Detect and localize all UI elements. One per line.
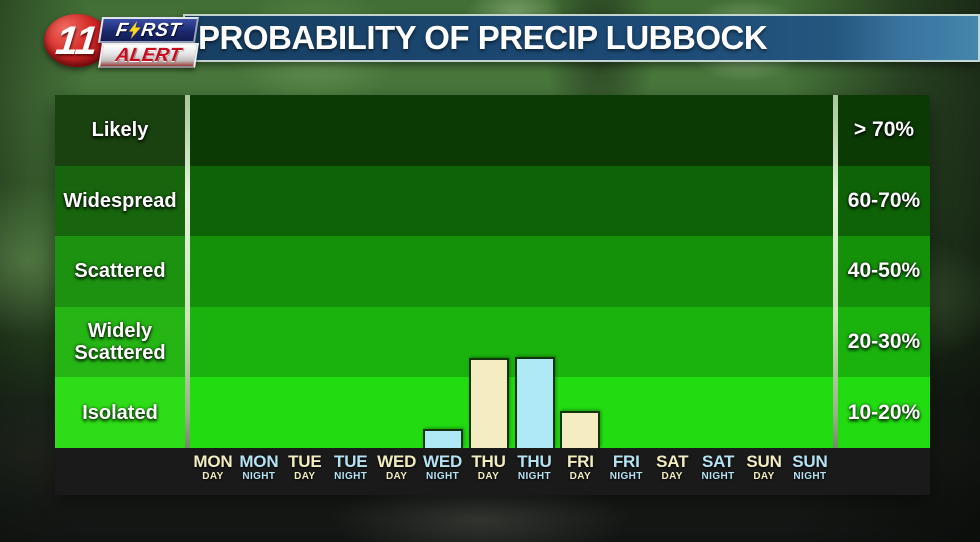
day-name: WED [423, 452, 463, 471]
x-axis-label-sat-day: SAT DAY [649, 448, 695, 495]
y-band-label: Widely Scattered [55, 306, 185, 378]
y-band-range-label: 20-30% [838, 306, 930, 378]
y-band-stripe [190, 377, 833, 448]
y-band-label: Scattered [55, 236, 185, 307]
day-period: DAY [477, 471, 500, 482]
day-name: FRI [566, 452, 594, 471]
y-band-label: Isolated [55, 377, 185, 448]
day-name: SUN [746, 452, 782, 471]
y-band-range-label: > 70% [838, 95, 930, 166]
divider-left [185, 95, 190, 495]
day-name: SUN [792, 452, 828, 471]
x-axis-label-fri-night: FRI NIGHT [603, 448, 649, 495]
page-title: PROBABILITY OF PRECIP LUBBOCK [198, 19, 768, 56]
day-name: SAT [702, 452, 735, 471]
x-axis-label-sat-night: SAT NIGHT [695, 448, 741, 495]
day-period: NIGHT [426, 471, 460, 482]
day-labels-row: MON DAY MON NIGHT TUE DAY TUE NIGHT WED DAY WED NIG… [190, 448, 833, 495]
divider-right [833, 95, 838, 495]
x-axis-label-tue-night: TUE NIGHT [328, 448, 374, 495]
x-axis-label-wed-day: WED DAY [374, 448, 420, 495]
station-logo: 11 F RST ALERT [30, 2, 200, 70]
day-period: NIGHT [334, 471, 368, 482]
day-name: THU [471, 452, 506, 471]
y-band-range-label: 40-50% [838, 236, 930, 307]
day-period: NIGHT [701, 471, 735, 482]
chart-plot-area [190, 95, 833, 448]
chart-bars [190, 95, 833, 448]
y-band-label: Likely [55, 95, 185, 166]
day-period: NIGHT [517, 471, 551, 482]
day-period: NIGHT [793, 471, 827, 482]
day-period: NIGHT [609, 471, 643, 482]
first-alert-brand-bottom: ALERT [98, 43, 199, 68]
y-band-stripe [190, 95, 833, 166]
bar-fri-day [560, 411, 601, 448]
day-name: TUE [334, 452, 368, 471]
day-name: THU [517, 452, 552, 471]
x-axis-label-wed-night: WED NIGHT [420, 448, 466, 495]
x-axis-label-sun-night: SUN NIGHT [787, 448, 833, 495]
x-axis-label-sun-day: SUN DAY [741, 448, 787, 495]
x-axis-label-thu-night: THU NIGHT [511, 448, 557, 495]
x-axis-label-mon-day: MON DAY [190, 448, 236, 495]
day-name: SAT [656, 452, 689, 471]
x-axis-label-mon-night: MON NIGHT [236, 448, 282, 495]
bar-wed-night [422, 429, 463, 448]
first-alert-brand-top: F RST [97, 17, 200, 43]
y-band-range-label: 10-20% [838, 377, 930, 448]
brand-alert-text: ALERT [114, 45, 183, 66]
chart-band-rows [190, 95, 833, 448]
day-period: DAY [661, 471, 683, 482]
x-axis-band: MON DAY MON NIGHT TUE DAY TUE NIGHT WED DAY WED NIG… [55, 448, 930, 495]
channel-number: 11 [53, 18, 101, 63]
day-period: DAY [753, 471, 775, 482]
category-label-column: Likely Widespread Scattered Widely Scattere… [55, 95, 185, 448]
y-band-stripe [190, 306, 833, 378]
day-period: DAY [569, 471, 592, 482]
day-name: FRI [612, 452, 640, 471]
day-name: WED [377, 452, 417, 471]
bar-thu-day [468, 358, 509, 448]
x-axis-label-fri-day: FRI DAY [557, 448, 603, 495]
day-name: TUE [288, 452, 322, 471]
day-period: NIGHT [242, 471, 276, 482]
y-band-stripe [190, 165, 833, 237]
day-period: DAY [385, 471, 408, 482]
day-name: MON [193, 452, 233, 471]
title-banner: PROBABILITY OF PRECIP LUBBOCK [183, 14, 980, 62]
brand-letter-f: F [114, 19, 130, 41]
x-axis-label-thu-day: THU DAY [466, 448, 512, 495]
day-period: DAY [202, 471, 224, 482]
brand-letters-rst: RST [139, 19, 183, 41]
percent-range-column: > 70% 60-70% 40-50% 20-30% 10-20% [838, 95, 930, 448]
y-band-label: Widespread [55, 165, 185, 237]
day-period: DAY [294, 471, 316, 482]
precip-chart-panel: Likely Widespread Scattered Widely Scattere… [55, 95, 930, 495]
day-name: MON [239, 452, 279, 471]
x-axis-label-tue-day: TUE DAY [282, 448, 328, 495]
bar-thu-night [514, 357, 555, 448]
y-band-stripe [190, 236, 833, 307]
y-band-range-label: 60-70% [838, 165, 930, 237]
